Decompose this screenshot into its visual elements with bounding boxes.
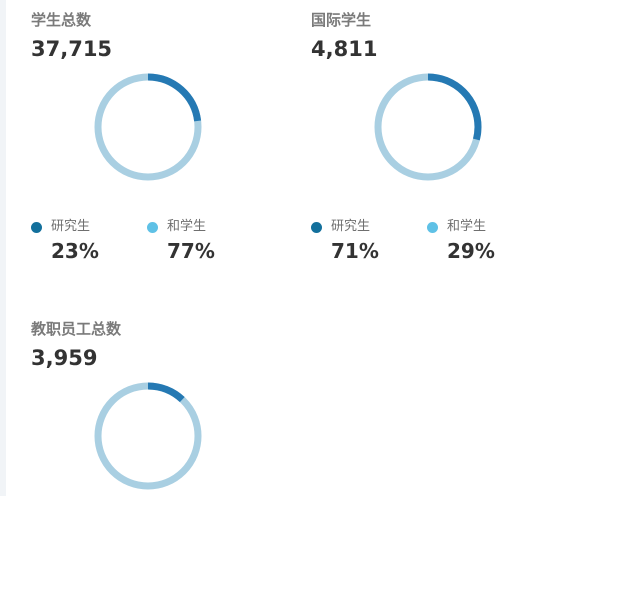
donut-chart: [94, 73, 202, 181]
legend-label: 和学生: [447, 219, 487, 234]
stat-title: 国际学生: [311, 11, 372, 29]
donut-arc: [374, 73, 482, 181]
donut-track: [94, 382, 202, 490]
legend-label: 研究生: [331, 219, 371, 234]
legend-item-undergraduate: 和学生 29%: [427, 218, 537, 268]
stat-value: 4,811: [311, 37, 378, 61]
stat-value: 37,715: [31, 37, 113, 61]
legend-percent: 71%: [331, 239, 379, 263]
donut-arc: [94, 73, 202, 181]
stat-value: 3,959: [31, 346, 98, 370]
legend-dot-dark: [31, 222, 42, 233]
stat-card-total-students: 学生总数 37,715 研究生 23% 和学生 77%: [31, 10, 271, 280]
legend-dot-light: [427, 222, 438, 233]
legend-label: 和学生: [167, 219, 207, 234]
legend-dot-light: [147, 222, 158, 233]
legend-percent: 77%: [167, 239, 215, 263]
legend-percent: 29%: [447, 239, 495, 263]
legend-percent: 23%: [51, 239, 99, 263]
legend-dot-dark: [311, 222, 322, 233]
stat-card-faculty-staff: 教职员工总数 3,959: [31, 319, 271, 589]
legend-item-graduate: 研究生 23%: [31, 218, 141, 268]
stat-card-international-students: 国际学生 4,811 研究生 71% 和学生 29%: [311, 10, 551, 280]
donut-arc: [94, 382, 202, 490]
left-edge-strip: [0, 0, 6, 496]
legend-label: 研究生: [51, 219, 91, 234]
legend-item-undergraduate: 和学生 77%: [147, 218, 257, 268]
stat-title: 教职员工总数: [31, 320, 122, 338]
legend-item-graduate: 研究生 71%: [311, 218, 421, 268]
donut-chart: [94, 382, 202, 490]
stat-title: 学生总数: [31, 11, 92, 29]
donut-chart: [374, 73, 482, 181]
